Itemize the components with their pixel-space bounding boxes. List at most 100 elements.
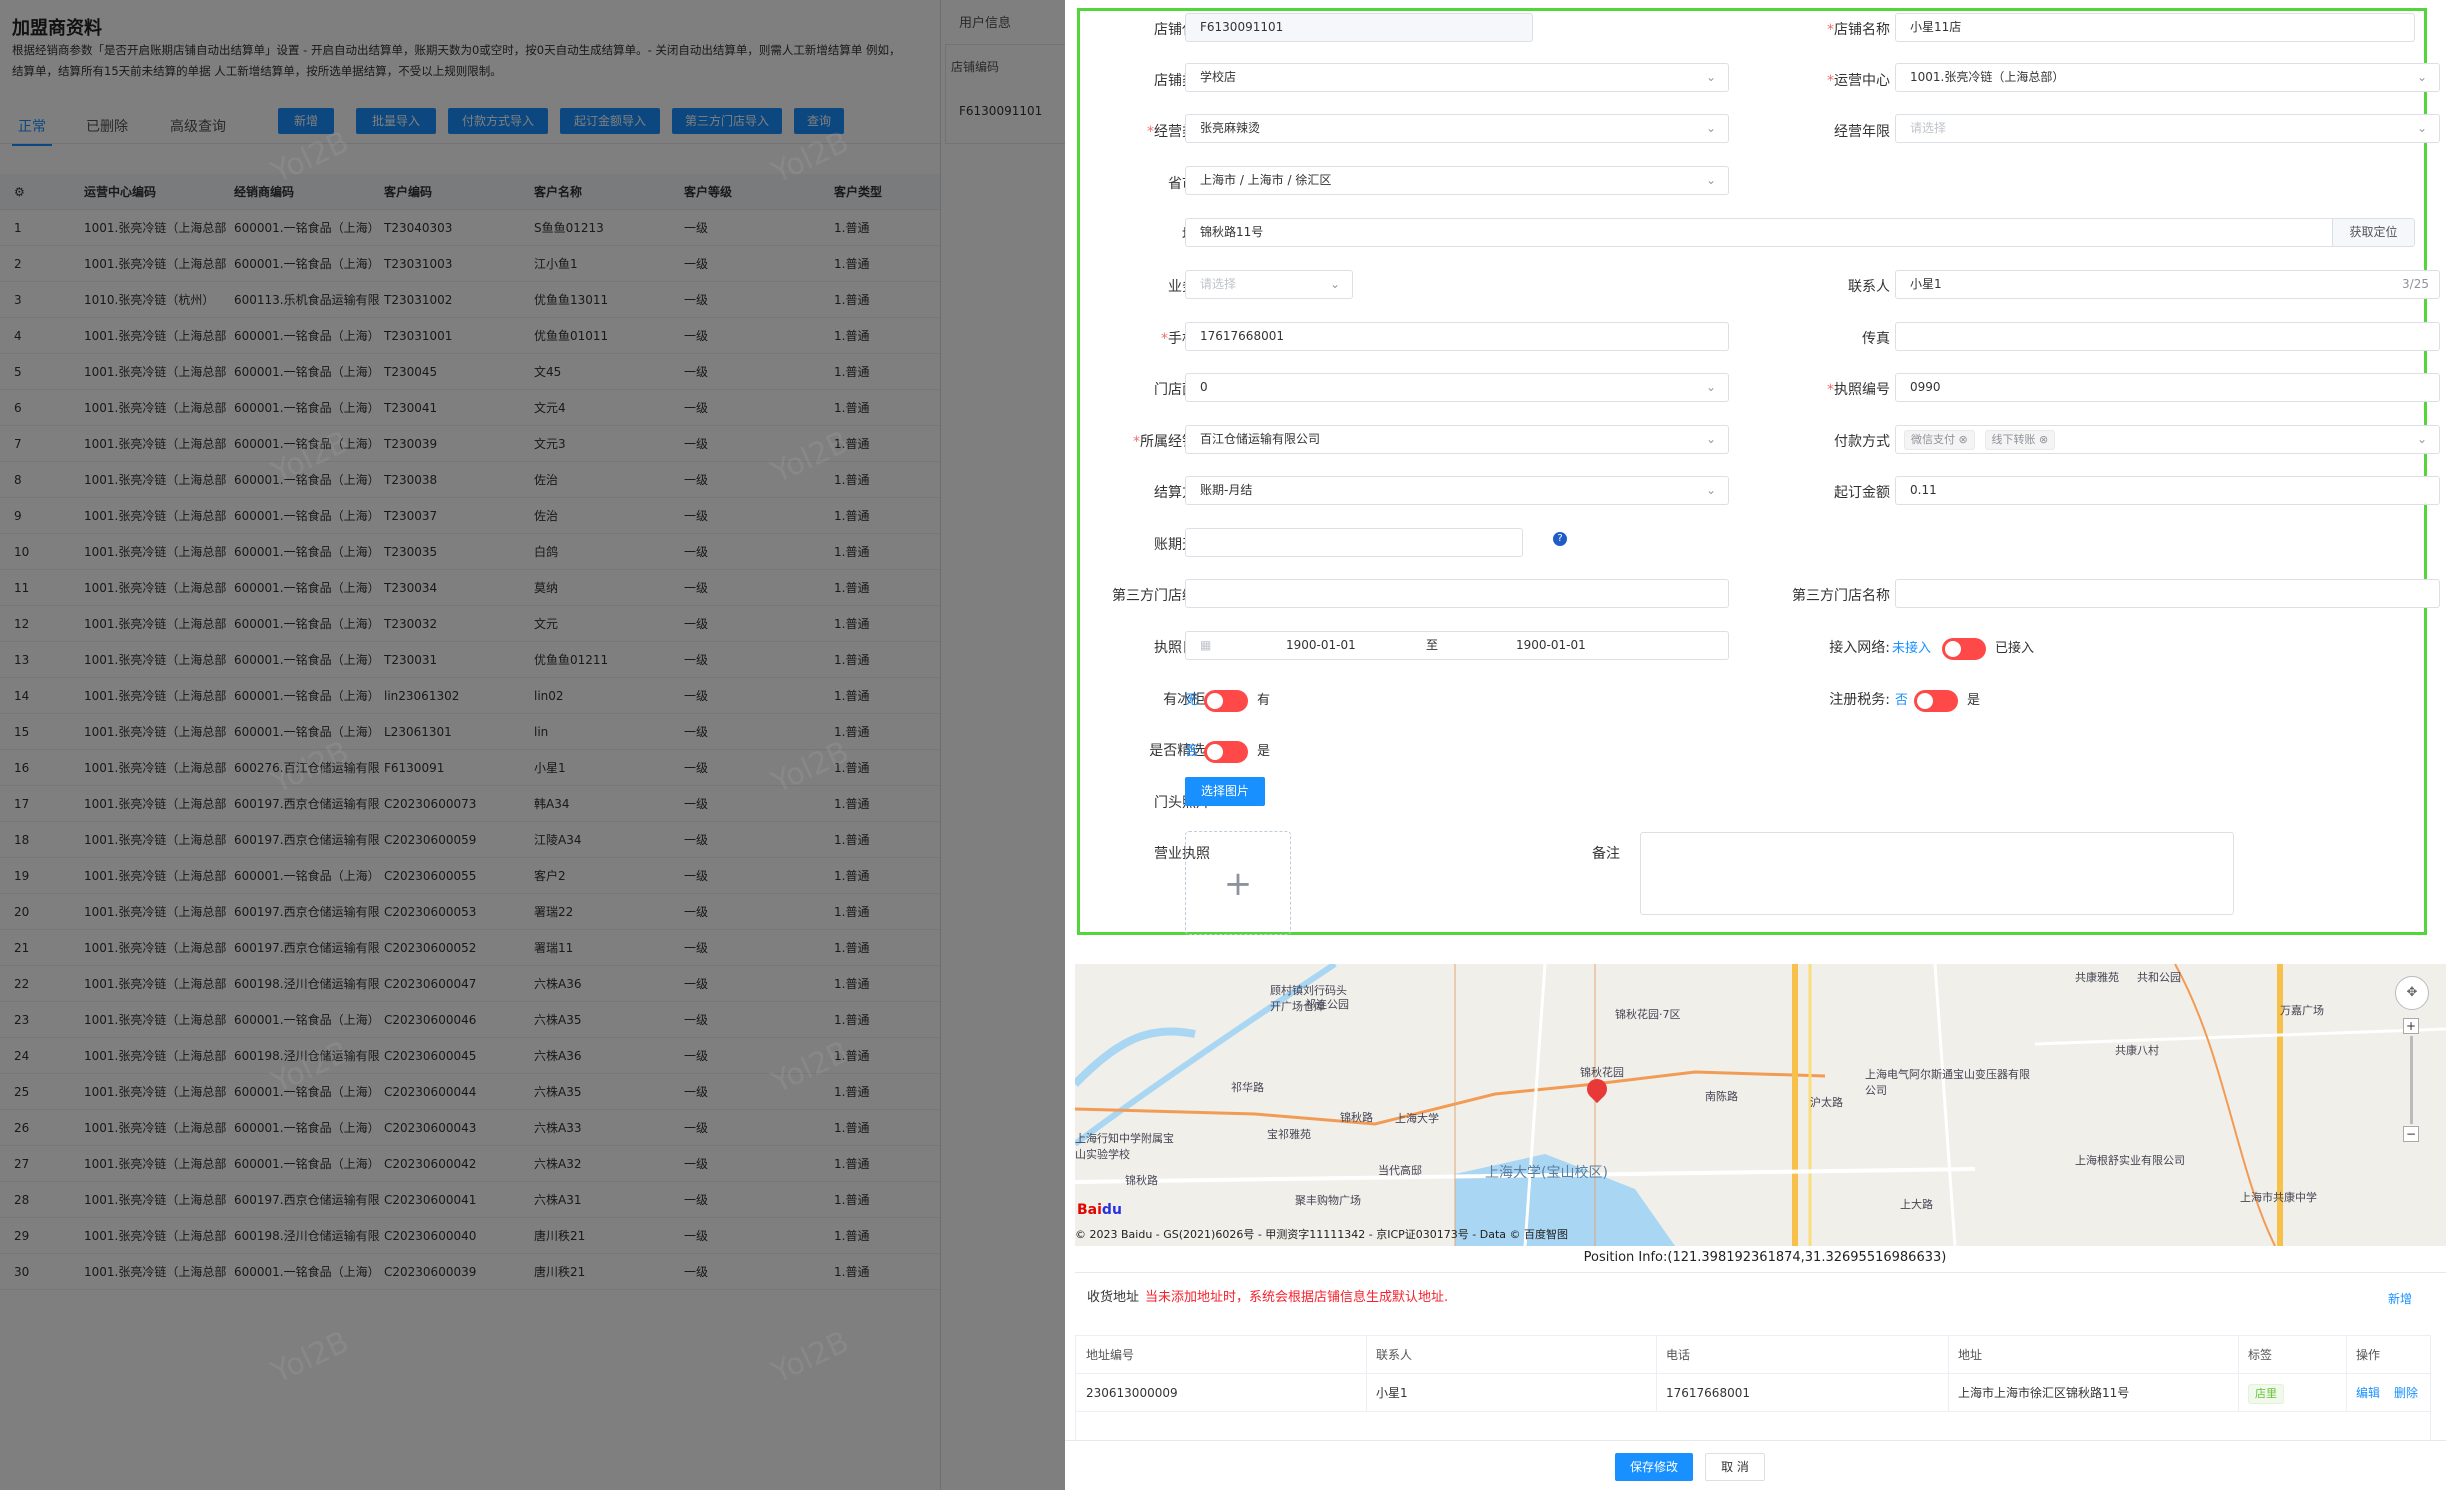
select-image-button[interactable]: 选择图片 [1185,777,1265,806]
phone-input[interactable]: 17617668001 [1185,322,1729,351]
address-table: 地址编号 联系人 电话 地址 标签 操作 230613000009 小星1 17… [1075,1335,2431,1441]
store-name-input[interactable]: 小星11店 [1895,13,2415,42]
chevron-down-icon: ⌄ [2416,432,2427,446]
zoom-out-icon[interactable]: − [2403,1126,2419,1142]
freezer-switch[interactable] [1204,690,1248,712]
network-switch[interactable] [1942,638,1986,660]
area-select[interactable]: 0 ⌄ [1185,373,1729,402]
map-label: 上大路 [1900,1198,1933,1211]
contact-input[interactable]: 小星1 3/25 [1895,270,2440,299]
credit-days-input[interactable] [1185,528,1523,557]
map-label: 上海大学 [1395,1112,1439,1125]
map-label: 南陈路 [1705,1090,1738,1103]
payment-tag: 线下转账 ⊗ [1984,430,2056,450]
map-label: 上海行知中学附属宝山实验学校 [1075,1132,1174,1161]
store-code-input[interactable]: F6130091101 [1185,13,1533,42]
license-date-range[interactable]: ▦ 1900-01-01 至 1900-01-01 [1185,631,1729,660]
third-name-label: 第三方门店名称 [1792,588,1890,604]
map-label: 万嘉广场 [2280,1004,2324,1017]
freezer-off-text: 无 [1185,693,1199,708]
map-label: 锦秋路 [1340,1111,1373,1124]
biz-years-label: 经营年限 [1834,124,1890,140]
third-name-input[interactable] [1895,579,2440,608]
fax-label: 传真 [1862,331,1890,347]
calendar-icon: ▦ [1200,638,1212,652]
remark-textarea[interactable] [1640,832,2234,915]
ops-center-label: *运营中心 [1827,73,1890,89]
store-form: 店铺代码 F6130091101 *店铺名称 小星11店 店铺类型 学校店 ⌄ *… [1077,8,2440,935]
license-no-label: *执照编号 [1827,382,1890,398]
fax-input[interactable] [1895,322,2440,351]
baidu-map[interactable]: 锦秋花园 锦秋花园·7区 祁连公园 祁华路 锦秋路 上海大学 南陈路 沪太路 宝… [1075,964,2446,1246]
biz-years-select[interactable]: 请选择 ⌄ [1895,114,2440,143]
distributor-select[interactable]: 百江仓储运输有限公司 ⌄ [1185,425,1729,454]
help-icon[interactable]: ? [1553,532,1567,546]
map-label: 聚丰购物广场 [1295,1194,1361,1207]
map-pan-control-icon[interactable]: ✥ [2395,976,2429,1010]
network-on-text: 已接入 [1995,641,2035,656]
cancel-button[interactable]: 取 消 [1705,1453,1765,1481]
delivery-address-title: 收货地址 当未添加地址时，系统会根据店铺信息生成默认地址. [1087,1290,1449,1305]
date-from[interactable]: 1900-01-01 [1286,638,1356,652]
license-no-input[interactable]: 0990 [1895,373,2440,402]
address-text: 上海市上海市徐汇区锦秋路11号 [1958,1386,2130,1400]
address-tag: 店里 [2238,1374,2284,1412]
modal-overlay[interactable] [0,0,1065,1490]
header-address: 地址 [1958,1348,1983,1362]
upload-license-area[interactable]: + [1185,831,1291,935]
tax-switch[interactable] [1914,690,1958,712]
date-separator: 至 [1426,638,1439,652]
address-input[interactable]: 锦秋路11号 获取定位 [1185,218,2415,247]
tax-on-text: 是 [1967,693,1981,708]
header-phone: 电话 [1666,1348,1691,1362]
date-to[interactable]: 1900-01-01 [1516,638,1586,652]
header-actions: 操作 [2356,1348,2381,1362]
network-label: 接入网络: [1829,640,1890,656]
map-label: 锦秋花园 [1580,1066,1624,1079]
store-name-label: *店铺名称 [1827,22,1890,38]
franchise-list-page: 加盟商资料 根据经销商参数「是否开启账期店铺自动出结算单」设置 - 开启自动出结… [0,0,1065,1490]
select-switch[interactable] [1204,741,1248,763]
freezer-on-text: 有 [1257,693,1271,708]
map-label: 锦秋花园·7区 [1615,1008,1681,1021]
close-icon[interactable]: ⊗ [1958,433,1968,446]
map-label: 上海大学(宝山校区) [1485,1165,1608,1181]
salesman-select[interactable]: 请选择 ⌄ [1185,270,1353,299]
zoom-slider[interactable] [2410,1036,2413,1124]
select-on-text: 是 [1257,744,1271,759]
freezer-label: 有冰柜: [1163,692,1210,708]
remark-label: 备注 [1592,846,1620,862]
save-button[interactable]: 保存修改 [1615,1453,1693,1481]
ops-center-select[interactable]: 1001.张亮冷链（上海总部） ⌄ [1895,63,2440,92]
footer-divider [1065,1440,2446,1441]
biz-type-select[interactable]: 张亮麻辣烫 ⌄ [1185,114,1729,143]
region-cascader[interactable]: 上海市 / 上海市 / 徐汇区 ⌄ [1185,166,1729,195]
edit-address-link[interactable]: 编辑 [2356,1386,2381,1400]
payment-multiselect[interactable]: 微信支付 ⊗ 线下转账 ⊗ ⌄ [1895,425,2440,454]
zoom-in-icon[interactable]: + [2403,1018,2419,1034]
header-tag: 标签 [2248,1348,2273,1362]
address-contact: 小星1 [1376,1386,1408,1400]
map-copyright: © 2023 Baidu - GS(2021)6026号 - 甲测资字11111… [1075,1228,1569,1241]
add-address-link[interactable]: 新增 [2388,1292,2413,1306]
min-order-input[interactable]: 0.11 [1895,476,2440,505]
divider [1075,1272,2446,1273]
header-address-code: 地址编号 [1086,1348,1135,1362]
payment-tag: 微信支付 ⊗ [1904,430,1975,450]
delete-address-link[interactable]: 删除 [2394,1386,2419,1400]
close-icon[interactable]: ⊗ [2039,433,2049,446]
position-info: Position Info:(121.398192361874,31.32695… [1583,1250,1947,1265]
get-location-button[interactable]: 获取定位 [2332,219,2414,246]
map-label: 当代高邸 [1378,1164,1422,1177]
map-label: 共康雅苑 [2075,971,2119,984]
address-phone: 17617668001 [1666,1386,1750,1400]
settle-select[interactable]: 账期-月结 ⌄ [1185,476,1729,505]
contact-char-count: 3/25 [2402,277,2429,291]
map-label: 祁连公园 [1305,998,1349,1011]
third-code-input[interactable] [1185,579,1729,608]
store-type-select[interactable]: 学校店 ⌄ [1185,63,1729,92]
table-empty-space [1076,1412,2430,1440]
map-label: 沪太路 [1810,1096,1843,1109]
biz-license-label: 营业执照 [1154,846,1210,862]
map-label: 锦秋路 [1125,1174,1158,1187]
